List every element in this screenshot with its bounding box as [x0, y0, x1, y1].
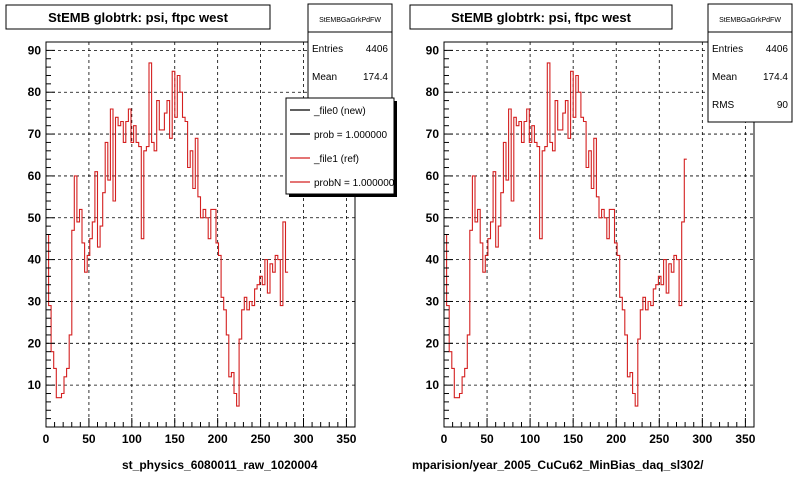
y-tick-label: 20	[426, 336, 440, 350]
x-tick-label: 50	[82, 432, 96, 446]
y-tick-label: 50	[28, 211, 42, 225]
stats-value: 174.4	[363, 72, 388, 83]
legend-label: _file1 (ref)	[313, 154, 359, 165]
stats-label: Mean	[712, 72, 737, 83]
chart-title: StEMB globtrk: psi, ftpc west	[451, 10, 632, 25]
legend-entries: _file0 (new) prob = 1.000000 _file1 (ref) p…	[290, 106, 395, 189]
x-tick-label: 200	[208, 432, 228, 446]
histogram-series	[46, 62, 289, 407]
x-tick-label: 300	[293, 432, 313, 446]
stats-value: 4406	[766, 44, 789, 55]
left-histogram-pad: 0 50 100 150 200 250 300 350 10 20 30 40 50 60 70 80 90 S…	[0, 0, 400, 460]
y-tick-label: 40	[426, 253, 440, 267]
x-tick-label: 0	[43, 432, 50, 446]
stats-label: Entries	[312, 44, 343, 55]
x-tick-label: 100	[520, 432, 540, 446]
histogram-series	[444, 62, 687, 407]
y-tick-label: 50	[426, 211, 440, 225]
x-tick-label: 300	[692, 432, 712, 446]
stats-name: StEMBGaGrkPdFW	[319, 17, 381, 24]
right-histogram-pad: 0 50 100 150 200 250 300 350 10 20 30 40 50 60 70 80 90 S…	[400, 0, 800, 460]
stats-name: StEMBGaGrkPdFW	[719, 17, 781, 24]
stats-value: 4406	[366, 44, 389, 55]
y-tick-label: 20	[28, 336, 42, 350]
y-tick-label: 70	[28, 127, 42, 141]
y-tick-label: 90	[28, 43, 42, 57]
stats-value: 174.4	[763, 72, 788, 83]
y-tick-label: 90	[426, 43, 440, 57]
x-tick-label: 350	[735, 432, 755, 446]
stats-label: Entries	[712, 44, 743, 55]
x-tick-label: 350	[336, 432, 356, 446]
x-tick-label: 100	[122, 432, 142, 446]
stats-box	[307, 3, 393, 101]
stats-box	[707, 3, 793, 123]
legend-label: _file0 (new)	[313, 106, 366, 117]
y-tick-label: 70	[426, 127, 440, 141]
x-tick-label: 0	[441, 432, 448, 446]
footer-left-filename: st_physics_6080011_raw_1020004	[122, 458, 318, 472]
y-tick-label: 30	[28, 294, 42, 308]
x-tick-label: 250	[649, 432, 669, 446]
y-tick-label: 80	[28, 85, 42, 99]
legend-box	[285, 97, 395, 195]
x-tick-label: 50	[480, 432, 494, 446]
stats-value: 90	[777, 100, 789, 111]
x-tick-label: 250	[251, 432, 271, 446]
x-tick-label: 150	[563, 432, 583, 446]
y-tick-label: 30	[426, 294, 440, 308]
title-box	[409, 4, 673, 30]
y-tick-label: 10	[28, 378, 42, 392]
x-tick-label: 200	[606, 432, 626, 446]
stats-label: RMS	[712, 100, 735, 111]
title-box	[5, 4, 271, 30]
legend-label: prob = 1.000000	[314, 130, 388, 141]
chart-title: StEMB globtrk: psi, ftpc west	[48, 10, 229, 25]
y-tick-label: 80	[426, 85, 440, 99]
y-tick-label: 40	[28, 253, 42, 267]
x-tick-label: 150	[165, 432, 185, 446]
stats-label: Mean	[312, 72, 337, 83]
left-histogram-chart: 0 50 100 150 200 250 300 350 10 20 30 40 50 60 70 80 90 S…	[5, 3, 397, 446]
footer-right-path: mparision/year_2005_CuCu62_MinBias_daq_s…	[412, 458, 704, 472]
legend-label: probN = 1.000000	[314, 178, 395, 189]
right-histogram-chart: 0 50 100 150 200 250 300 350 10 20 30 40 50 60 70 80 90 S…	[409, 3, 793, 446]
y-tick-label: 10	[426, 378, 440, 392]
y-tick-label: 60	[426, 169, 440, 183]
y-tick-label: 60	[28, 169, 42, 183]
